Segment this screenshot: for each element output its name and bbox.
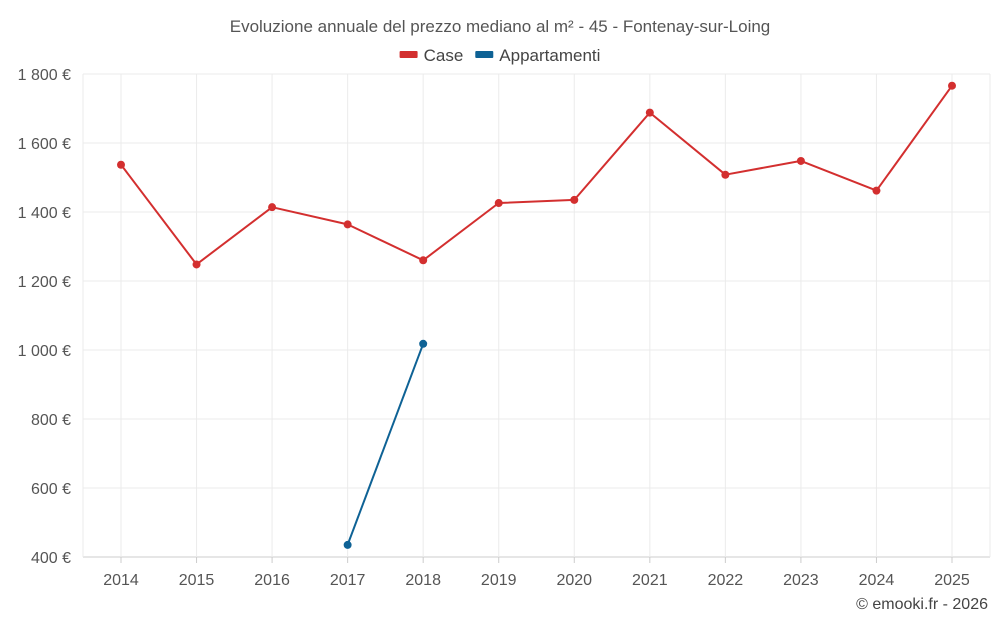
- data-point-appartamenti: [343, 540, 352, 549]
- data-point-case: [948, 81, 956, 90]
- x-tick-label: 2025: [934, 572, 970, 589]
- y-tick-label: 600 €: [31, 481, 71, 498]
- y-tick-label: 1 800 €: [18, 67, 71, 84]
- y-tick-label: 1 400 €: [18, 205, 71, 222]
- data-point-case: [268, 203, 277, 212]
- data-point-case: [343, 220, 352, 229]
- y-tick-label: 800 €: [31, 412, 71, 429]
- data-point-case: [419, 256, 428, 265]
- data-point-case: [192, 260, 201, 269]
- x-tick-label: 2023: [783, 572, 819, 589]
- x-tick-label: 2015: [179, 572, 215, 589]
- data-point-case: [872, 186, 881, 195]
- x-tick-label: 2014: [103, 572, 139, 589]
- chart-title: Evoluzione annuale del prezzo mediano al…: [230, 17, 771, 36]
- data-point-case: [796, 156, 805, 165]
- grid: [82, 73, 991, 558]
- x-tick-label: 2020: [556, 572, 592, 589]
- legend-swatch: [475, 51, 494, 58]
- x-tick-label: 2016: [254, 572, 290, 589]
- data-point-case: [117, 160, 125, 169]
- x-tick-label: 2017: [330, 572, 366, 589]
- x-tick-label: 2019: [481, 572, 517, 589]
- data-point-case: [721, 170, 730, 179]
- data-point-case: [645, 108, 654, 117]
- data-point-case: [494, 199, 503, 208]
- legend: Case Appartamenti: [399, 46, 600, 65]
- data-point-case: [570, 195, 579, 204]
- x-tick-label: 2024: [859, 572, 895, 589]
- y-tick-label: 400 €: [31, 550, 71, 567]
- credit-label: © emooki.fr - 2026: [856, 596, 988, 613]
- y-tick-label: 1 200 €: [18, 274, 71, 291]
- series-group: [117, 81, 956, 549]
- y-tick-label: 1 000 €: [18, 343, 71, 360]
- legend-label: Appartamenti: [499, 46, 600, 65]
- x-tick-label: 2021: [632, 572, 668, 589]
- legend-swatch: [399, 51, 418, 58]
- y-axis: 400 € 600 € 800 € 1 000 € 1 200 € 1 400 € 1 60…: [18, 67, 71, 567]
- series-line-appartamenti: [346, 343, 425, 546]
- x-tick-label: 2022: [708, 572, 744, 589]
- y-tick-label: 1 600 €: [18, 136, 71, 153]
- x-tick-label: 2018: [405, 572, 441, 589]
- data-point-appartamenti: [419, 339, 428, 348]
- series-line-case: [120, 85, 953, 266]
- legend-label: Case: [424, 46, 464, 65]
- x-axis: 2014 2015 2016 2017 2018 2019 2020 2021 2022 2023…: [103, 557, 970, 589]
